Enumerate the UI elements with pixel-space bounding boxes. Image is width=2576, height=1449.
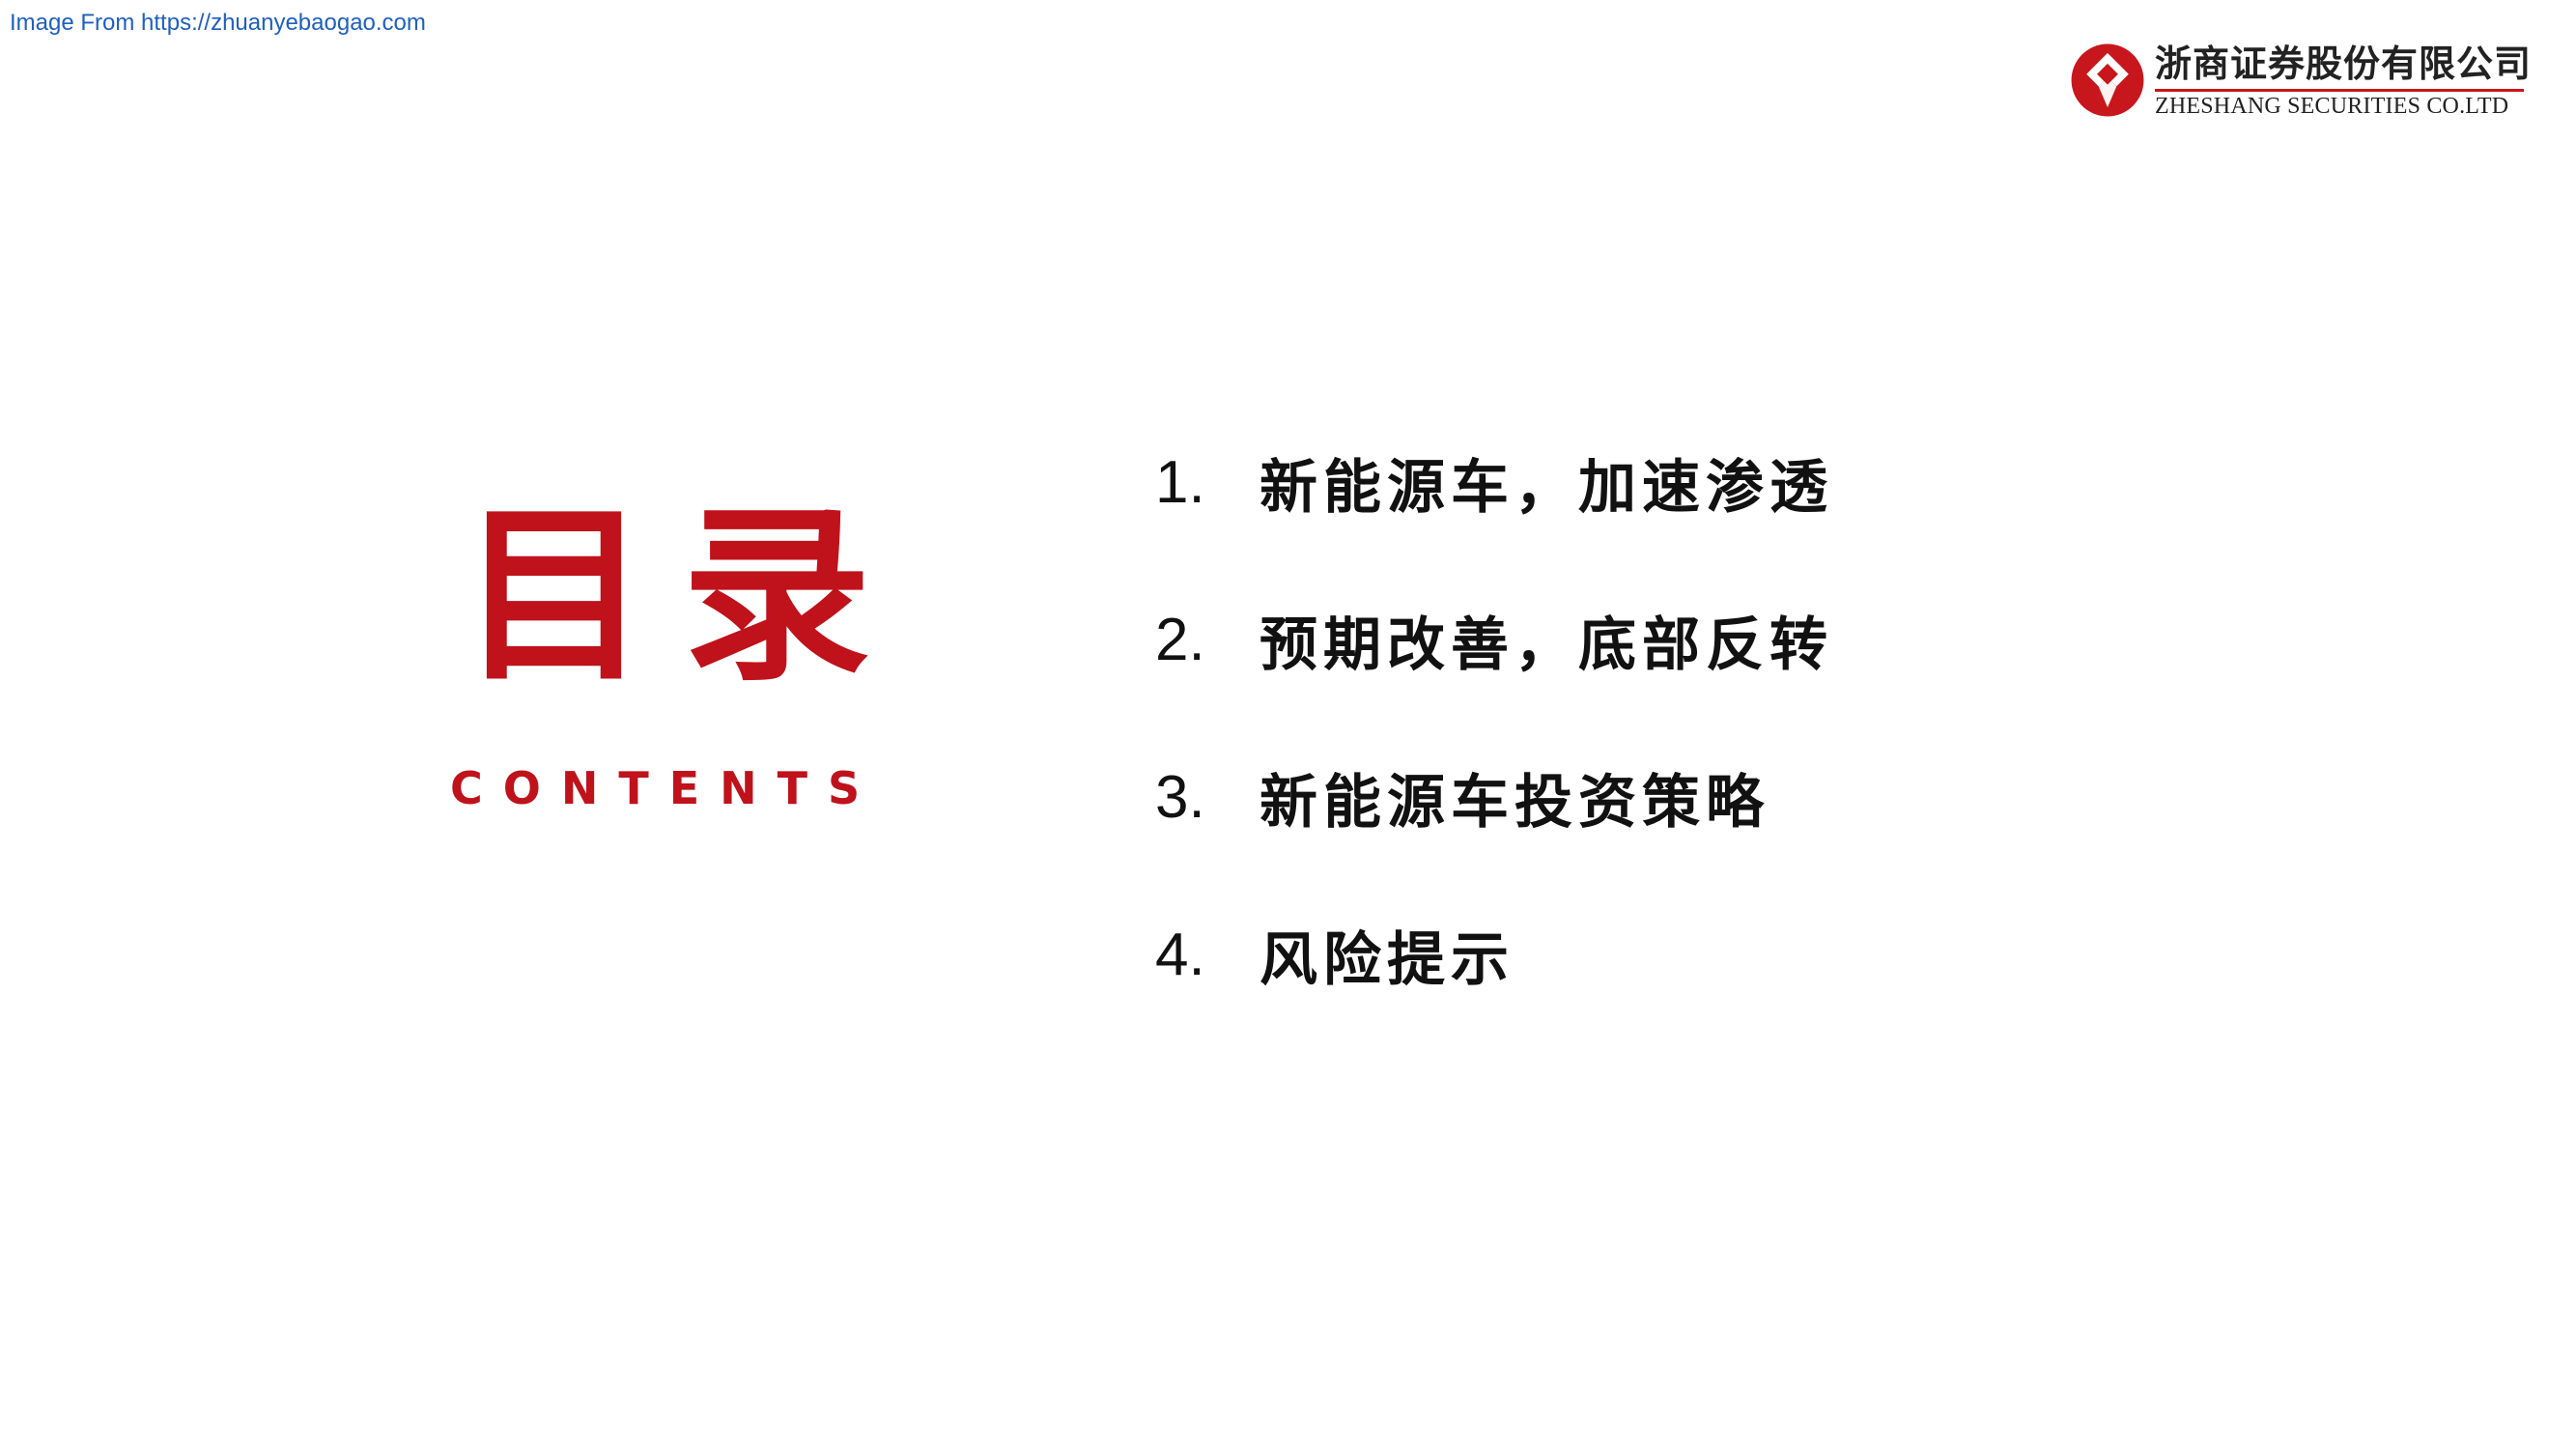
toc-item-number: 1. (1155, 449, 1205, 516)
toc-item-3: 3. 新能源车投资策略 (1155, 719, 2121, 876)
toc-item-label: 风险提示 (1260, 926, 1514, 994)
source-link[interactable]: Image From https://zhuanyebaogao.com (10, 10, 426, 36)
toc-item-2: 2. 预期改善，底部反转 (1155, 561, 2121, 719)
logo-divider (2155, 89, 2524, 92)
logo-name-cn: 浙商证券股份有限公司 (2155, 42, 2533, 85)
toc-item-number: 3. (1155, 764, 1205, 831)
company-logo: 浙商证券股份有限公司 ZHESHANG SECURITIES CO.LTD (2070, 41, 2531, 122)
zheshang-logo-icon (2071, 43, 2144, 117)
toc-item-label: 预期改善，底部反转 (1260, 611, 1833, 679)
logo-name-en: ZHESHANG SECURITIES CO.LTD (2155, 94, 2509, 119)
toc-item-number: 2. (1155, 607, 1205, 673)
table-of-contents: 1. 新能源车，加速渗透 2. 预期改善，底部反转 3. 新能源车投资策略 4.… (1155, 404, 2121, 1034)
contents-title-en: CONTENTS (450, 762, 881, 814)
contents-title-cn: 目录 (460, 485, 905, 707)
toc-item-label: 新能源车，加速渗透 (1260, 454, 1833, 522)
toc-item-4: 4. 风险提示 (1155, 876, 2121, 1034)
toc-item-label: 新能源车投资策略 (1260, 769, 1769, 837)
toc-item-number: 4. (1155, 922, 1205, 988)
toc-item-1: 1. 新能源车，加速渗透 (1155, 404, 2121, 561)
